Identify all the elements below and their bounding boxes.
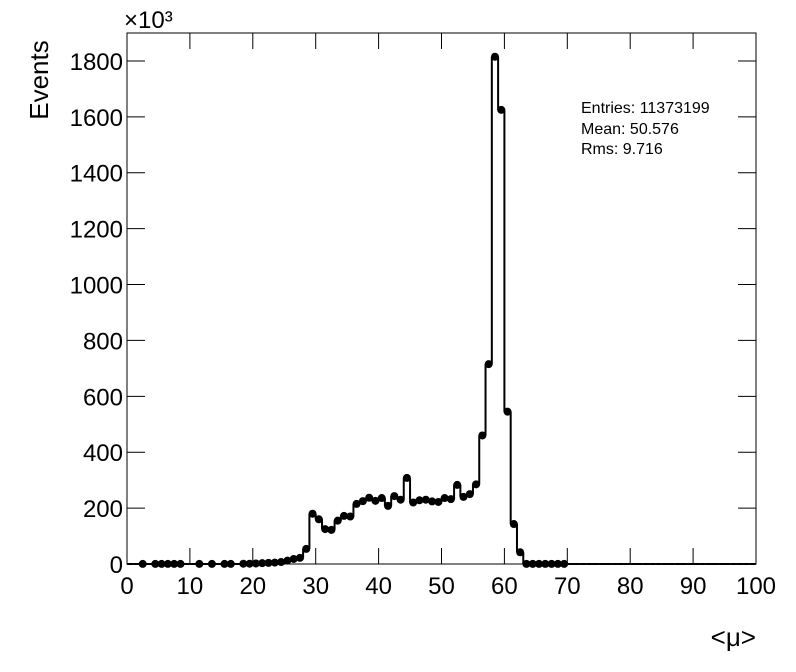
data-point bbox=[245, 559, 254, 568]
data-point bbox=[226, 559, 235, 568]
data-point bbox=[421, 495, 430, 504]
data-point bbox=[163, 559, 172, 568]
x-tick-label: 50 bbox=[428, 573, 455, 600]
x-tick-label: 100 bbox=[736, 573, 776, 600]
data-point bbox=[138, 559, 147, 568]
data-point bbox=[384, 501, 393, 510]
x-tick-label: 0 bbox=[120, 573, 133, 600]
y-axis-label: Events bbox=[24, 40, 54, 120]
data-point bbox=[390, 492, 399, 501]
data-point bbox=[516, 548, 525, 557]
data-point bbox=[472, 480, 481, 489]
data-point bbox=[434, 497, 443, 506]
data-point bbox=[283, 556, 292, 565]
data-point bbox=[289, 554, 298, 563]
stats-entries: Entries: 11373199 bbox=[581, 100, 710, 117]
y-tick-label: 1000 bbox=[70, 273, 123, 300]
data-point bbox=[396, 495, 405, 504]
data-point bbox=[547, 559, 556, 568]
data-point bbox=[428, 497, 437, 506]
data-point bbox=[553, 559, 562, 568]
x-tick-label: 90 bbox=[680, 573, 707, 600]
y-tick-label: 400 bbox=[83, 440, 123, 467]
y-tick-label: 1200 bbox=[70, 217, 123, 244]
y-tick-label: 600 bbox=[83, 384, 123, 411]
data-point bbox=[302, 544, 311, 553]
data-point bbox=[333, 516, 342, 525]
data-point bbox=[465, 490, 474, 499]
x-tick-label: 20 bbox=[239, 573, 266, 600]
data-point bbox=[251, 559, 260, 568]
data-point bbox=[490, 52, 499, 61]
data-point bbox=[157, 559, 166, 568]
x-tick-label: 40 bbox=[365, 573, 392, 600]
data-point bbox=[377, 494, 386, 503]
data-point bbox=[453, 480, 462, 489]
y-tick-label: 0 bbox=[110, 552, 123, 579]
data-point bbox=[402, 473, 411, 482]
y-multiplier: ×10³ bbox=[124, 7, 173, 34]
x-tick-label: 10 bbox=[177, 573, 204, 600]
data-point bbox=[270, 558, 279, 567]
data-point bbox=[258, 559, 267, 568]
data-point bbox=[528, 559, 537, 568]
data-point bbox=[560, 559, 569, 568]
data-point bbox=[176, 559, 185, 568]
x-axis-label: <μ> bbox=[711, 622, 756, 652]
data-point bbox=[415, 496, 424, 505]
y-tick-label: 800 bbox=[83, 328, 123, 355]
data-point bbox=[440, 494, 449, 503]
data-point bbox=[346, 512, 355, 521]
y-tick-label: 1400 bbox=[70, 161, 123, 188]
data-point bbox=[220, 559, 229, 568]
x-tick-label: 80 bbox=[617, 573, 644, 600]
data-point bbox=[497, 105, 506, 114]
data-point bbox=[308, 509, 317, 518]
data-point bbox=[484, 360, 493, 369]
data-point bbox=[541, 559, 550, 568]
x-tick-label: 70 bbox=[554, 573, 581, 600]
x-tick-label: 30 bbox=[302, 573, 329, 600]
data-point bbox=[321, 525, 330, 534]
data-point bbox=[314, 515, 323, 524]
y-tick-label: 1800 bbox=[70, 49, 123, 76]
data-point bbox=[195, 559, 204, 568]
data-point bbox=[365, 493, 374, 502]
y-tick-label: 1600 bbox=[70, 105, 123, 132]
data-point bbox=[170, 559, 179, 568]
x-tick-label: 60 bbox=[491, 573, 518, 600]
data-point bbox=[446, 495, 455, 504]
data-point bbox=[340, 511, 349, 520]
data-point bbox=[151, 559, 160, 568]
data-point bbox=[277, 558, 286, 567]
data-point bbox=[503, 407, 512, 416]
data-point bbox=[534, 559, 543, 568]
data-point bbox=[264, 558, 273, 567]
data-point bbox=[207, 559, 216, 568]
data-point bbox=[295, 553, 304, 562]
data-point bbox=[371, 496, 380, 505]
data-point bbox=[327, 525, 336, 534]
data-point bbox=[409, 498, 418, 507]
data-point bbox=[239, 559, 248, 568]
stats-mean: Mean: 50.576 bbox=[581, 121, 679, 138]
data-point bbox=[509, 520, 518, 529]
y-tick-label: 200 bbox=[83, 496, 123, 523]
data-point bbox=[358, 497, 367, 506]
stats-rms: Rms: 9.716 bbox=[581, 141, 663, 158]
data-point bbox=[478, 431, 487, 440]
data-point bbox=[522, 559, 531, 568]
data-point bbox=[352, 499, 361, 508]
data-point bbox=[459, 492, 468, 501]
